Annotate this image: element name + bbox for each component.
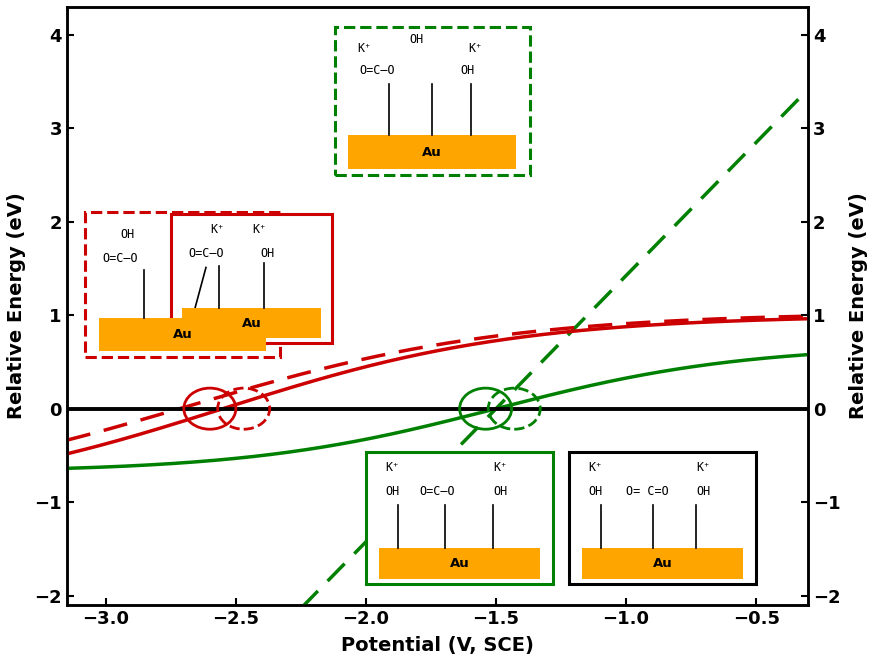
Bar [348, 135, 516, 169]
Text: O= C=O: O= C=O [626, 485, 668, 498]
Bar [85, 213, 280, 357]
Bar [366, 451, 553, 585]
Text: O=C‒O: O=C‒O [188, 246, 224, 260]
Text: K⁺: K⁺ [468, 42, 482, 55]
Text: K⁺: K⁺ [357, 42, 371, 55]
Text: K⁺: K⁺ [588, 461, 602, 474]
Text: K⁺: K⁺ [696, 461, 710, 474]
Bar [99, 318, 267, 352]
Text: Au: Au [423, 146, 442, 159]
Bar [569, 451, 756, 585]
Text: K⁺: K⁺ [211, 223, 225, 236]
Bar [379, 549, 540, 579]
Text: O=C‒O: O=C‒O [419, 485, 455, 498]
Text: OH: OH [696, 485, 710, 498]
Bar [582, 549, 743, 579]
Text: OH: OH [410, 33, 423, 46]
Y-axis label: Relative Energy (eV): Relative Energy (eV) [7, 193, 26, 419]
Bar [335, 28, 530, 175]
Text: O=C‒O: O=C‒O [360, 64, 396, 77]
Text: Au: Au [242, 317, 262, 330]
Text: OH: OH [588, 485, 602, 498]
Bar [182, 308, 321, 338]
Text: Au: Au [172, 328, 192, 342]
Text: OH: OH [460, 64, 474, 77]
Text: OH: OH [493, 485, 508, 498]
Text: O=C‒O: O=C‒O [102, 252, 138, 265]
Text: K⁺: K⁺ [385, 461, 399, 474]
Text: OH: OH [385, 485, 399, 498]
Text: Au: Au [450, 557, 470, 570]
Text: OH: OH [261, 246, 275, 260]
Text: K⁺: K⁺ [252, 223, 267, 236]
X-axis label: Potential (V, SCE): Potential (V, SCE) [341, 636, 534, 655]
Bar [171, 214, 332, 344]
Text: K⁺: K⁺ [493, 461, 508, 474]
Text: OH: OH [121, 228, 135, 241]
Text: Au: Au [653, 557, 672, 570]
Y-axis label: Relative Energy (eV): Relative Energy (eV) [849, 193, 868, 419]
